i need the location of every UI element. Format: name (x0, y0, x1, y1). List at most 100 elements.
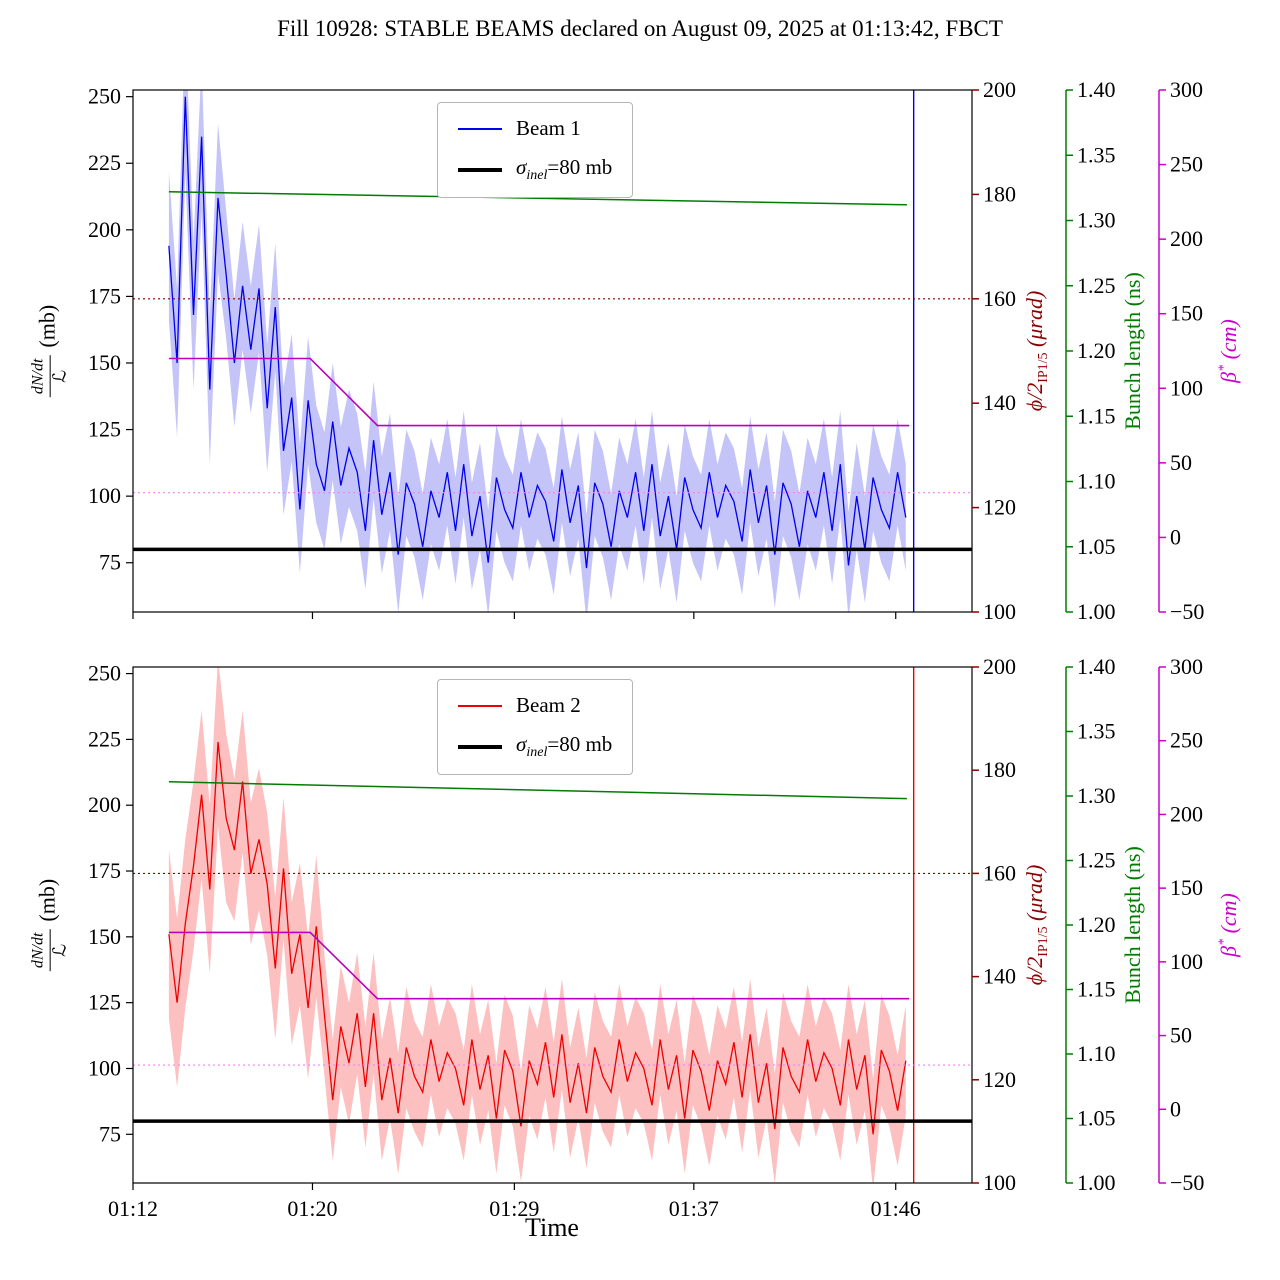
y-tick-label: 75 (99, 1121, 121, 1146)
crossing-angle-axis-label-top: ϕ/2IP1/5 (μrad) (1022, 291, 1052, 412)
sigma-value: =80 mb (547, 732, 613, 756)
y-tick-label: 120 (983, 495, 1016, 520)
legend-beam1: Beam 1 σinel=80 mb (437, 102, 634, 199)
y-tick-label: 140 (983, 964, 1016, 989)
beta-symbol: β (1216, 371, 1241, 383)
y-tick-label: 100 (1170, 949, 1203, 974)
beta-star-line (168, 357, 910, 427)
beta-symbol: β (1216, 945, 1241, 957)
y-tick-label: 1.10 (1077, 469, 1116, 494)
y-tick-label: 100 (88, 1055, 121, 1080)
fraction-denominator: ℒ (49, 943, 70, 957)
y-tick-label: 1.30 (1077, 208, 1116, 233)
y-tick-label: 1.20 (1077, 912, 1116, 937)
beam-line (168, 741, 907, 1135)
phi-unit: (μrad) (1021, 290, 1047, 353)
beam-line (168, 96, 907, 569)
x-tick-label: 01:37 (669, 1196, 719, 1221)
left-axis-unit: (mb) (35, 878, 61, 922)
x-tick-label: 01:12 (108, 1196, 158, 1221)
y-tick-label: 200 (1170, 801, 1203, 826)
y-tick-label: 1.20 (1077, 338, 1116, 363)
y-tick-label: 160 (983, 286, 1016, 311)
y-tick-label: 225 (88, 726, 121, 751)
y-tick-label: 50 (1170, 450, 1192, 475)
sigma-value: =80 mb (547, 155, 613, 179)
y-tick-label: 300 (1170, 654, 1203, 679)
y-tick-label: 1.35 (1077, 142, 1116, 167)
y-tick-label: 250 (88, 84, 121, 109)
fraction-numerator: dN/dt (30, 929, 51, 972)
plot-area (168, 90, 915, 612)
y-tick-label: 160 (983, 860, 1016, 885)
bunch-length-axis-label-bottom: Bunch length (ns) (1120, 846, 1145, 1004)
legend-sigma-label: σinel=80 mb (516, 732, 612, 761)
uncertainty-band (168, 90, 906, 612)
sigma-subscript: inel (526, 168, 548, 184)
y-tick-label: −50 (1170, 1170, 1204, 1195)
legend-row-beam: Beam 2 (458, 693, 612, 718)
beta-star-axis-label-bottom: β* (cm) (1216, 893, 1242, 957)
y-tick-label: 1.00 (1077, 1170, 1116, 1195)
y-tick-label: 1.25 (1077, 273, 1116, 298)
sigma-line-swatch (458, 167, 502, 172)
y-tick-label: 300 (1170, 77, 1203, 102)
bunch-length-axis-label-top: Bunch length (ns) (1120, 272, 1145, 430)
y-tick-label: 1.40 (1077, 654, 1116, 679)
x-axis-label: Time (525, 1213, 579, 1242)
legend-row-sigma: σinel=80 mb (458, 732, 612, 761)
y-tick-label: 125 (88, 417, 121, 442)
sigma-line-swatch (458, 744, 502, 749)
y-tick-label: 125 (88, 990, 121, 1015)
beta-star-superscript: * (1216, 938, 1232, 946)
uncertainty-band (168, 667, 906, 1183)
phi-subscript: IP1/5 (1036, 352, 1052, 383)
y-tick-label: −50 (1170, 599, 1204, 624)
y-tick-label: 140 (983, 390, 1016, 415)
y-tick-label: 50 (1170, 1023, 1192, 1048)
y-tick-label: 175 (88, 858, 121, 883)
fraction-denominator: ℒ (49, 369, 70, 383)
y-tick-label: 250 (1170, 152, 1203, 177)
left-axis-label-bottom: dN/dt ℒ (mb) (30, 878, 70, 972)
bunch-length-line (168, 781, 907, 800)
x-tick-label: 01:46 (871, 1196, 921, 1221)
sigma-subscript: inel (526, 745, 548, 761)
left-axis-unit: (mb) (35, 304, 61, 348)
y-tick-label: 1.00 (1077, 599, 1116, 624)
y-tick-label: 250 (1170, 728, 1203, 753)
y-tick-label: 120 (983, 1067, 1016, 1092)
beta-star-line (168, 931, 910, 1000)
y-tick-label: 200 (983, 77, 1016, 102)
beta-unit: (cm) (1216, 893, 1241, 939)
y-tick-label: 0 (1170, 1096, 1181, 1121)
plot-area (168, 667, 915, 1183)
y-tick-label: 150 (88, 924, 121, 949)
plot-frame (132, 89, 973, 613)
y-tick-label: 175 (88, 283, 121, 308)
y-tick-label: 200 (1170, 226, 1203, 251)
y-tick-label: 1.25 (1077, 848, 1116, 873)
y-tick-label: 100 (983, 1170, 1016, 1195)
sigma-symbol: σ (516, 155, 527, 179)
bunch-length-line (168, 191, 907, 206)
y-tick-label: 150 (88, 350, 121, 375)
beta-unit: (cm) (1216, 319, 1241, 365)
legend-beam-label: Beam 1 (516, 116, 581, 140)
left-axis-label-top: dN/dt ℒ (mb) (30, 304, 70, 398)
x-tick-label: 01:29 (489, 1196, 539, 1221)
y-tick-label: 180 (983, 757, 1016, 782)
y-tick-label: 1.05 (1077, 534, 1116, 559)
y-tick-label: 200 (88, 217, 121, 242)
beam-line-swatch (458, 127, 502, 130)
y-tick-label: 1.35 (1077, 719, 1116, 744)
y-tick-label: 100 (983, 599, 1016, 624)
y-tick-label: 150 (1170, 875, 1203, 900)
y-tick-label: 250 (88, 661, 121, 686)
sigma-symbol: σ (516, 732, 527, 756)
crossing-angle-axis-label-bottom: ϕ/2IP1/5 (μrad) (1022, 865, 1052, 986)
dndt-fraction: dN/dt ℒ (30, 355, 70, 398)
dndt-fraction: dN/dt ℒ (30, 929, 70, 972)
beta-star-axis-label-top: β* (cm) (1216, 319, 1242, 383)
